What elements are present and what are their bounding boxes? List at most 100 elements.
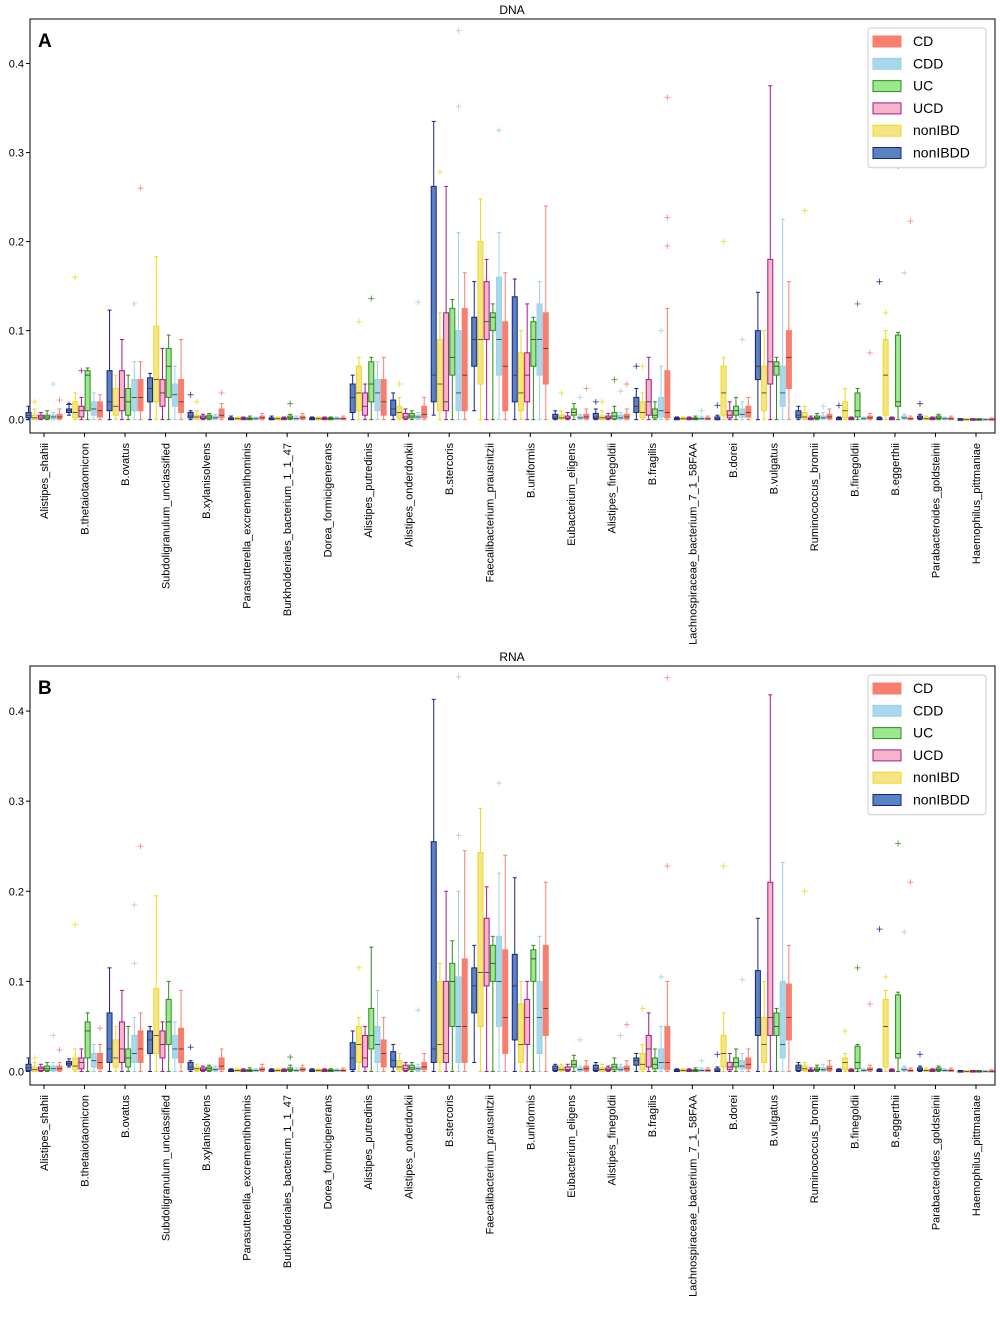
- box: [814, 415, 821, 420]
- box: [477, 241, 484, 385]
- box: [935, 415, 942, 420]
- box: [430, 841, 437, 1063]
- box: [761, 365, 768, 412]
- box: [570, 1060, 577, 1068]
- box: [558, 414, 565, 420]
- box: [25, 1063, 32, 1072]
- box: [502, 949, 509, 1054]
- y-tick-label: 0.0: [9, 1066, 24, 1078]
- y-tick-label: 0.3: [9, 796, 24, 808]
- box: [455, 976, 462, 1063]
- box: [72, 1057, 79, 1071]
- box: [187, 412, 194, 419]
- legend-swatch: [872, 35, 902, 48]
- x-tick-label: B.eggerthii: [890, 443, 902, 496]
- box: [355, 365, 362, 412]
- x-tick-label: Alistipes_shahii: [39, 443, 51, 519]
- box: [577, 415, 584, 420]
- box: [97, 401, 104, 418]
- axes-frame: [29, 665, 996, 1086]
- box: [137, 379, 144, 412]
- box: [779, 365, 786, 407]
- box: [916, 415, 923, 420]
- x-tick-label: B.stercoris: [444, 1095, 456, 1147]
- box: [443, 312, 450, 412]
- x-tick-label: B.xylanisolvens: [201, 443, 213, 519]
- box: [402, 412, 409, 420]
- x-tick-label: B.vulgatus: [768, 1095, 780, 1147]
- x-tick-label: Alistipes_finegoldii: [606, 1095, 618, 1186]
- x-tick-label: B.uniformis: [525, 1095, 537, 1151]
- box: [368, 1007, 375, 1050]
- legend-swatch: [872, 794, 902, 806]
- box: [368, 361, 375, 403]
- box: [212, 1067, 219, 1072]
- box: [112, 1039, 119, 1068]
- panel-letter: B: [38, 678, 52, 699]
- box: [785, 983, 792, 1041]
- box: [720, 365, 727, 416]
- box: [147, 377, 154, 403]
- box: [178, 379, 185, 414]
- box: [530, 321, 537, 367]
- box: [767, 881, 774, 1036]
- legend-label: nonIBDD: [913, 145, 970, 161]
- box: [583, 1065, 590, 1072]
- box: [408, 412, 415, 419]
- box: [90, 401, 97, 416]
- box: [530, 949, 537, 982]
- box: [362, 1034, 369, 1068]
- box: [97, 1052, 104, 1070]
- box: [901, 415, 908, 420]
- box: [524, 998, 531, 1045]
- legend-swatch: [872, 771, 902, 784]
- x-tick-label: B.finegoldii: [849, 443, 861, 497]
- box: [761, 1016, 768, 1063]
- box: [795, 410, 802, 419]
- box: [299, 1067, 306, 1072]
- panel-title: DNA: [499, 3, 524, 17]
- x-tick-label: Eubacterium_eligens: [566, 1095, 578, 1198]
- legend-label: nonIBDD: [913, 792, 970, 808]
- x-tick-label: Alistipes_putredinis: [363, 443, 375, 538]
- box: [542, 944, 549, 1036]
- box: [380, 379, 387, 416]
- x-tick-label: Haemophilus_pittmaniae: [971, 1095, 983, 1216]
- box: [449, 307, 456, 376]
- box: [165, 347, 172, 398]
- box: [773, 361, 780, 376]
- box: [726, 410, 733, 419]
- box: [118, 1021, 125, 1063]
- box: [56, 1065, 63, 1072]
- box: [524, 352, 531, 403]
- x-tick-label: Ruminococcus_bromii: [809, 443, 821, 551]
- y-tick-label: 0.3: [9, 148, 24, 160]
- box: [552, 1065, 559, 1072]
- box: [171, 383, 178, 407]
- x-tick-label: B.dorei: [728, 443, 740, 478]
- box: [645, 1034, 652, 1068]
- legend-swatch: [872, 57, 902, 70]
- box: [583, 413, 590, 420]
- y-tick-label: 0.4: [9, 706, 24, 718]
- box: [402, 1064, 409, 1072]
- box: [396, 1060, 403, 1071]
- box: [90, 1052, 97, 1068]
- x-tick-label: Faecalibacterium_prausnitzii: [485, 1095, 497, 1234]
- box: [842, 401, 849, 419]
- box: [408, 1064, 415, 1071]
- box: [916, 1067, 923, 1072]
- panel-rna: 0.0 0.1 0.2 0.3 0.4 Alistipes_shahii B.thetaio…: [9, 650, 996, 1297]
- box: [820, 1067, 827, 1072]
- legend-swatch: [872, 147, 902, 159]
- box: [72, 401, 79, 419]
- box: [84, 1021, 91, 1059]
- box: [767, 258, 774, 385]
- box: [664, 1025, 671, 1071]
- box: [259, 415, 266, 420]
- box: [658, 396, 665, 418]
- box: [218, 408, 225, 419]
- box: [461, 958, 468, 1063]
- legend-label: nonIBD: [913, 769, 960, 785]
- x-tick-label: B.thetaiotaomicron: [80, 1095, 92, 1187]
